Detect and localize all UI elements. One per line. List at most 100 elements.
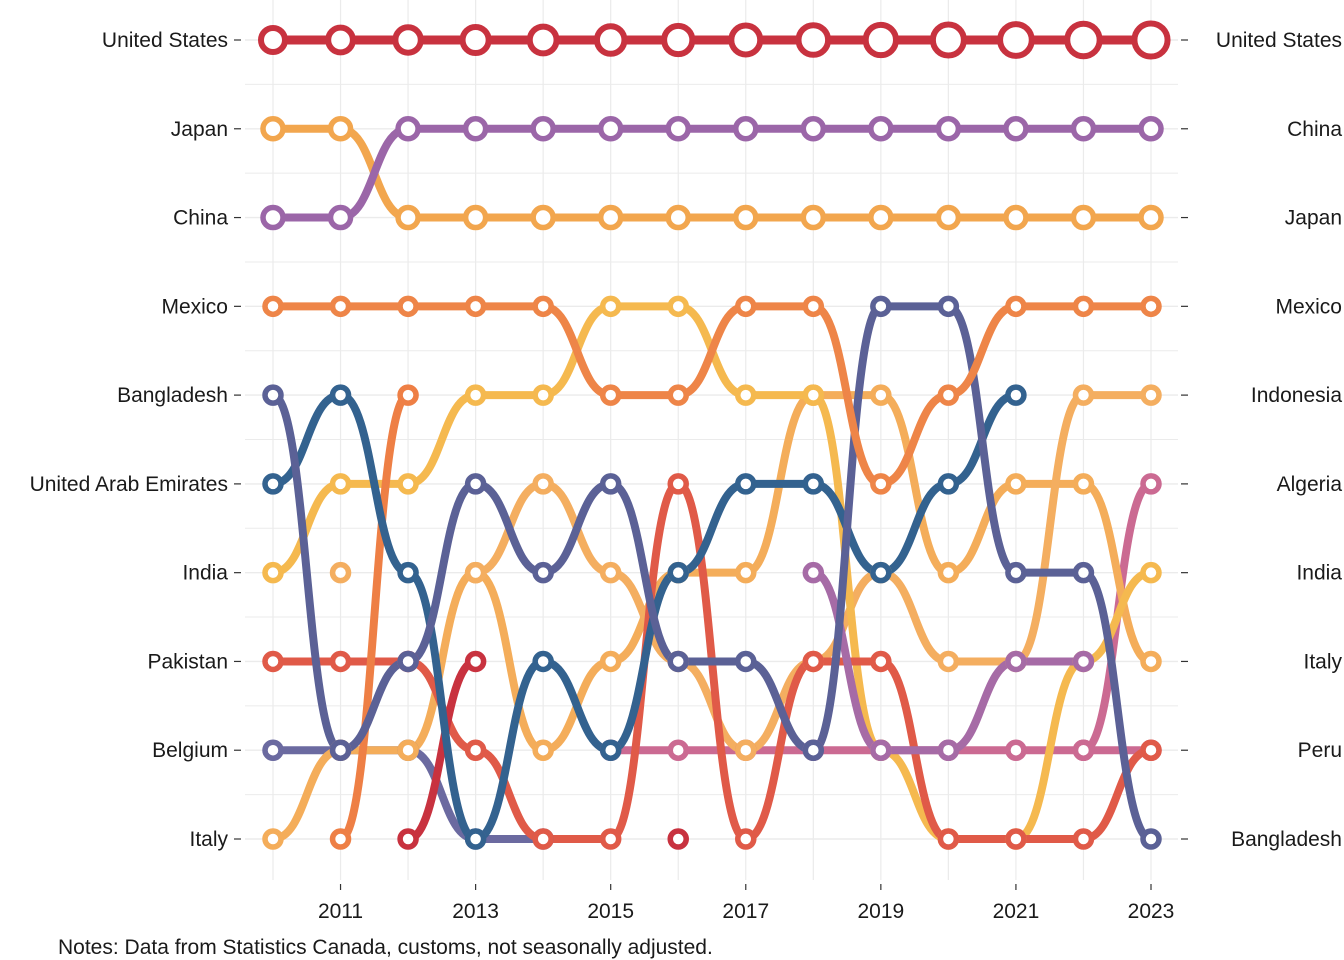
series-point-united-arab-emirates bbox=[329, 384, 352, 406]
series-point-pakistan bbox=[870, 650, 892, 673]
series-point-mexico bbox=[599, 384, 622, 406]
series-point-other bbox=[329, 828, 352, 850]
series-points bbox=[258, 20, 1171, 850]
series-point-japan bbox=[530, 204, 556, 231]
series-point-china bbox=[597, 116, 624, 142]
series-point-mexico bbox=[802, 295, 825, 318]
notes-caption: Notes: Data from Statistics Canada, cust… bbox=[58, 936, 713, 959]
series-point-bangladesh bbox=[397, 650, 419, 673]
series-point-china bbox=[1003, 116, 1029, 142]
left-label: Mexico bbox=[161, 295, 228, 318]
series-point-united-arab-emirates bbox=[937, 473, 960, 495]
series-point-bangladesh bbox=[802, 739, 825, 761]
series-point-china bbox=[327, 204, 354, 231]
series-point-japan bbox=[868, 204, 894, 231]
series-point-united-states bbox=[593, 23, 628, 57]
series-point-china bbox=[260, 204, 286, 231]
series-point-united-states bbox=[1064, 20, 1103, 60]
series-point-japan bbox=[1070, 204, 1097, 231]
series-point-united-states bbox=[526, 23, 560, 57]
series-point-china bbox=[1070, 116, 1097, 142]
series-point-bangladesh bbox=[870, 295, 892, 318]
series-point-algeria bbox=[1072, 739, 1095, 761]
series-point-mexico bbox=[262, 295, 284, 318]
series-point-china bbox=[868, 116, 894, 142]
left-label: United Arab Emirates bbox=[30, 473, 228, 496]
series-point-united-states bbox=[258, 25, 288, 55]
series-point-united-states bbox=[728, 22, 764, 58]
series-point-peru bbox=[1005, 739, 1027, 761]
series-point-united-arab-emirates bbox=[464, 828, 487, 850]
series-point-belgium bbox=[262, 739, 284, 761]
series-point-bangladesh bbox=[532, 561, 554, 584]
series-point-china bbox=[395, 116, 421, 142]
series-point-pakistan bbox=[532, 828, 554, 850]
series-point-united-states bbox=[862, 21, 899, 59]
series-point-italy bbox=[599, 650, 622, 673]
series-point-united-arab-emirates bbox=[262, 473, 284, 495]
series-point-united-arab-emirates bbox=[532, 650, 554, 673]
series-point-pakistan bbox=[1005, 828, 1027, 850]
series-point-united-states bbox=[795, 22, 832, 58]
series-point-bangladesh bbox=[937, 295, 960, 318]
right-axis-labels: United States China Japan Mexico Indonesia Al… bbox=[1216, 29, 1343, 851]
series-point-japan bbox=[800, 204, 827, 231]
series-point-algeria bbox=[1140, 473, 1162, 495]
right-label: Italy bbox=[1303, 650, 1342, 673]
series-point-italy bbox=[937, 561, 960, 584]
x-tick-label: 2019 bbox=[857, 900, 904, 923]
series-point-united-arab-emirates bbox=[397, 561, 419, 584]
series-point-united-arab-emirates bbox=[735, 473, 757, 495]
x-tick-label: 2023 bbox=[1128, 900, 1175, 923]
series-point-pakistan bbox=[667, 473, 689, 495]
series-point-indonesia bbox=[599, 561, 622, 584]
series-point-other bbox=[397, 384, 419, 406]
series-point-india bbox=[599, 295, 622, 318]
series-point-china bbox=[733, 116, 759, 142]
series-point-italy bbox=[1005, 473, 1027, 495]
series-point-japan bbox=[733, 204, 759, 231]
x-tick-label: 2017 bbox=[722, 900, 769, 923]
left-label: Pakistan bbox=[147, 650, 228, 673]
series-point-mexico bbox=[329, 295, 352, 318]
series-point-china bbox=[800, 116, 827, 142]
series-point-bangladesh bbox=[329, 739, 352, 761]
series-point-mexico bbox=[667, 384, 689, 406]
series-point-japan bbox=[1138, 204, 1164, 231]
series-point-other2 bbox=[1072, 650, 1095, 673]
series-point-united-states bbox=[459, 23, 492, 57]
series-point-china bbox=[1138, 116, 1164, 142]
series-point-united-arab-emirates bbox=[667, 561, 689, 584]
series-point-italy bbox=[1072, 473, 1095, 495]
series-point-united-states bbox=[1131, 20, 1171, 60]
series-point-other2 bbox=[802, 561, 825, 584]
series-point-india bbox=[735, 384, 757, 406]
series-point-pakistan bbox=[464, 739, 487, 761]
series-point-united-states bbox=[997, 21, 1035, 59]
series-point-mexico bbox=[870, 473, 892, 495]
series-point-bangladesh bbox=[667, 650, 689, 673]
series-point-united-arab-emirates bbox=[802, 473, 825, 495]
series-line-pakistan bbox=[269, 479, 1155, 844]
series-point-pakistan bbox=[262, 650, 284, 673]
series-point-pakistan bbox=[599, 828, 622, 850]
series-point-mexico bbox=[937, 384, 960, 406]
series-point-japan bbox=[1003, 204, 1029, 231]
left-axis-labels: United States Japan China Mexico Bangladesh U… bbox=[30, 29, 229, 851]
series-point-india bbox=[464, 384, 487, 406]
series-point-japan bbox=[597, 204, 624, 231]
series-point-indonesia bbox=[464, 561, 487, 584]
series-point-indonesia bbox=[735, 739, 757, 761]
series-point-japan bbox=[665, 204, 691, 231]
x-tick-label: 2013 bbox=[452, 900, 499, 923]
series-point-peru bbox=[667, 739, 689, 761]
right-label: China bbox=[1287, 118, 1342, 141]
axis-ticks bbox=[234, 39, 1188, 890]
series-point-united-arab-emirates bbox=[1005, 384, 1027, 406]
series-point-italy bbox=[397, 739, 419, 761]
x-axis-labels: 2011 2013 2015 2017 2019 2021 2023 bbox=[318, 900, 1174, 923]
series-point-india bbox=[329, 473, 352, 495]
series-point-china bbox=[530, 116, 556, 142]
series-point-other2 bbox=[870, 739, 892, 761]
